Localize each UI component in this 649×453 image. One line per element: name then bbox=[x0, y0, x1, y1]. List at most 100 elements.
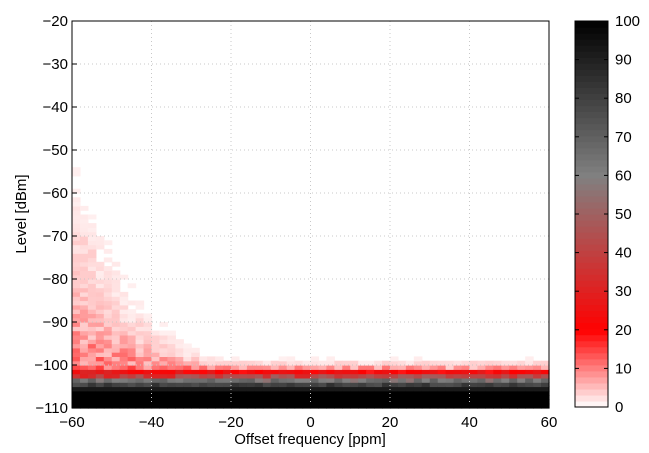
heatmap-cell bbox=[127, 326, 137, 332]
colorbar-step bbox=[575, 382, 608, 390]
heatmap-cell bbox=[405, 390, 415, 396]
heatmap-cell bbox=[405, 386, 415, 392]
colorbar-step bbox=[575, 388, 608, 396]
heatmap-cell bbox=[72, 334, 81, 340]
heatmap-cell bbox=[191, 356, 200, 362]
heatmap-cell bbox=[223, 399, 232, 405]
heatmap-cell bbox=[95, 291, 105, 297]
heatmap-cell bbox=[159, 369, 168, 375]
heatmap-cell bbox=[95, 390, 105, 396]
heatmap-cell bbox=[302, 390, 312, 396]
heatmap-cell bbox=[517, 377, 526, 383]
heatmap-cell bbox=[286, 360, 296, 366]
heatmap-cell bbox=[103, 274, 113, 280]
heatmap-cell bbox=[175, 365, 184, 370]
heatmap-cell bbox=[485, 403, 494, 409]
heatmap-cell bbox=[541, 373, 550, 379]
heatmap-cell bbox=[390, 373, 399, 379]
heatmap-cell bbox=[191, 373, 200, 379]
heatmap-cell bbox=[215, 356, 224, 362]
heatmap-cell bbox=[477, 395, 486, 400]
heatmap-cell bbox=[477, 373, 486, 379]
x-tick-label: 60 bbox=[541, 414, 558, 431]
heatmap-cell bbox=[461, 369, 471, 375]
heatmap-cell bbox=[541, 386, 550, 392]
heatmap-cell bbox=[127, 386, 137, 392]
colorbar-step bbox=[575, 177, 608, 185]
heatmap-cell bbox=[159, 399, 168, 405]
heatmap-cell bbox=[270, 386, 280, 392]
heatmap-cell bbox=[429, 369, 439, 375]
heatmap-cell bbox=[223, 386, 232, 392]
heatmap-cell bbox=[525, 373, 534, 379]
heatmap-cell bbox=[119, 360, 129, 366]
heatmap-cell bbox=[334, 395, 343, 400]
heatmap-cell bbox=[159, 386, 168, 392]
heatmap-cell bbox=[95, 343, 105, 349]
heatmap-cell bbox=[382, 365, 391, 370]
heatmap-cell bbox=[318, 386, 327, 392]
colorbar-step bbox=[575, 334, 608, 342]
heatmap-cell bbox=[310, 382, 320, 388]
heatmap-cell bbox=[541, 369, 550, 375]
y-tick-label: −40 bbox=[43, 99, 68, 116]
heatmap-cell bbox=[119, 322, 129, 327]
heatmap-cell bbox=[501, 382, 510, 388]
heatmap-cell bbox=[270, 395, 280, 400]
colorbar-step bbox=[575, 153, 608, 161]
heatmap-cell bbox=[191, 395, 200, 400]
heatmap-cell bbox=[238, 395, 248, 400]
heatmap-cell bbox=[541, 377, 550, 383]
colorbar-step bbox=[575, 250, 608, 257]
heatmap-cell bbox=[79, 253, 89, 259]
heatmap-cell bbox=[453, 365, 463, 370]
heatmap-cell bbox=[87, 382, 97, 388]
heatmap-cell bbox=[334, 377, 343, 383]
heatmap-cell bbox=[215, 390, 224, 396]
heatmap-cell bbox=[111, 309, 121, 314]
heatmap-cell bbox=[445, 399, 455, 405]
heatmap-cell bbox=[72, 210, 81, 216]
heatmap-cell bbox=[342, 395, 351, 400]
heatmap-cell bbox=[493, 360, 502, 366]
heatmap-cell bbox=[111, 360, 121, 366]
colorbar-step bbox=[575, 340, 608, 348]
colorbar-tick-label: 50 bbox=[615, 206, 632, 223]
heatmap-cell bbox=[223, 403, 232, 409]
heatmap-cell bbox=[302, 369, 312, 375]
heatmap-cell bbox=[533, 403, 542, 409]
heatmap-cell bbox=[175, 395, 184, 400]
heatmap-cell bbox=[95, 399, 105, 405]
heatmap-cell bbox=[326, 373, 335, 379]
colorbar-step bbox=[575, 165, 608, 173]
heatmap-cell bbox=[159, 390, 168, 396]
heatmap-cell bbox=[525, 390, 534, 396]
heatmap-cell bbox=[111, 270, 121, 276]
heatmap-cell bbox=[231, 386, 240, 392]
heatmap-cell bbox=[95, 360, 105, 366]
heatmap-cell bbox=[159, 356, 168, 362]
heatmap-cell bbox=[79, 347, 89, 353]
heatmap-cell bbox=[453, 403, 463, 409]
heatmap-cell bbox=[127, 356, 137, 362]
heatmap-cell bbox=[87, 352, 97, 357]
heatmap-cell bbox=[167, 386, 176, 392]
heatmap-cell bbox=[501, 395, 510, 400]
heatmap-cell bbox=[461, 386, 471, 392]
heatmap-cell bbox=[413, 377, 423, 383]
heatmap-cell bbox=[72, 197, 81, 203]
heatmap-cell bbox=[270, 377, 280, 383]
heatmap-cell bbox=[167, 347, 176, 353]
heatmap-cell bbox=[95, 365, 105, 370]
heatmap-cell bbox=[207, 403, 216, 409]
heatmap-cell bbox=[429, 395, 439, 400]
heatmap-cell bbox=[72, 240, 81, 246]
heatmap-cell bbox=[310, 395, 320, 400]
heatmap-cell bbox=[350, 360, 359, 366]
heatmap-cell bbox=[493, 390, 502, 396]
heatmap-cell bbox=[541, 382, 550, 388]
heatmap-cell bbox=[334, 365, 343, 370]
heatmap-cell bbox=[334, 382, 343, 388]
heatmap-cell bbox=[79, 244, 89, 250]
heatmap-cell bbox=[302, 395, 312, 400]
